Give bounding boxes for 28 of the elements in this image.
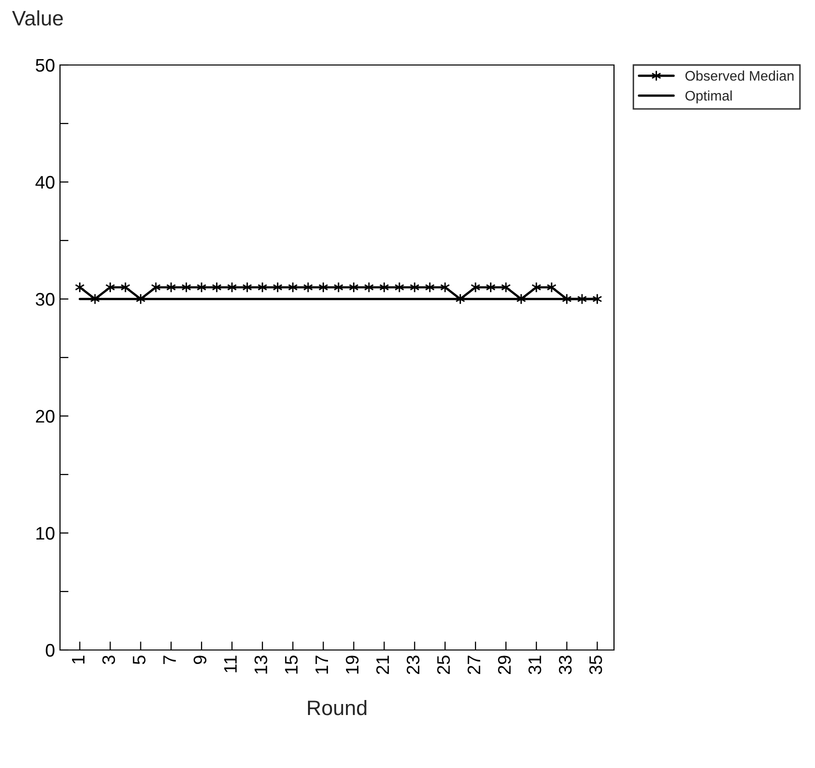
x-tick-label: 33	[558, 656, 572, 674]
x-tick-label: 29	[498, 656, 511, 674]
x-tick-label: 31	[528, 656, 542, 674]
x-tick-label: 7	[163, 656, 176, 664]
x-tick-label: 25	[437, 656, 450, 674]
y-tick-label: 10	[36, 526, 54, 540]
y-tick-label: 0	[46, 644, 54, 657]
x-tick-label: 17	[316, 656, 328, 674]
x-tick-label: 13	[254, 656, 268, 674]
x-tick-label: 21	[376, 656, 389, 674]
x-tick-label: 3	[102, 656, 116, 664]
x-tick-label: 35	[589, 656, 602, 674]
y-axis-title: Value	[12, 10, 63, 26]
x-tick-label: 27	[468, 656, 480, 674]
y-tick-label: 30	[36, 292, 54, 306]
legend-label: Optimal	[685, 90, 732, 104]
legend-label: Observed Median	[685, 70, 794, 81]
x-tick-label: 11	[224, 656, 237, 672]
x-tick-label: 9	[194, 656, 206, 664]
x-axis-title: Round	[308, 700, 366, 716]
x-tick-label: 1	[72, 656, 84, 664]
x-tick-label: 23	[406, 656, 420, 674]
y-tick-label: 20	[36, 410, 54, 423]
y-tick-label: 40	[35, 176, 54, 189]
x-tick-label: 15	[285, 656, 298, 674]
x-tick-label: 5	[132, 656, 146, 664]
x-tick-label: 19	[346, 656, 359, 674]
y-tick-label: 50	[36, 58, 54, 72]
